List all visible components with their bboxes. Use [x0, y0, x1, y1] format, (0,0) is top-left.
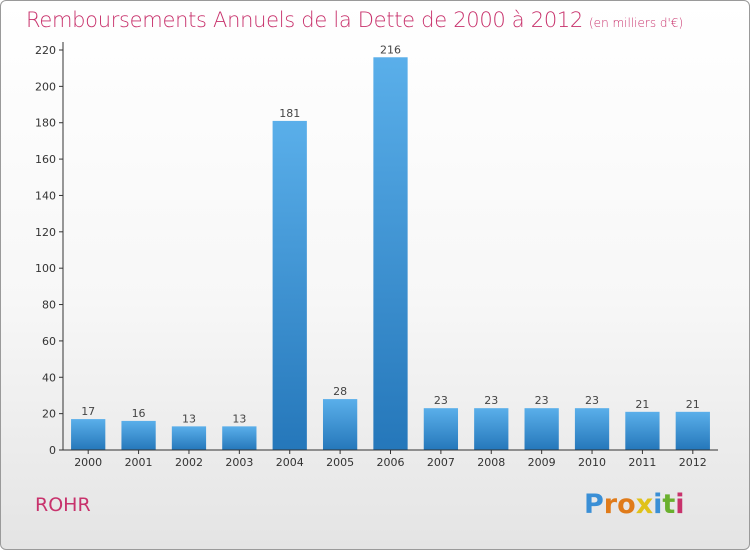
- y-tick-label: 200: [35, 80, 56, 93]
- logo-letter: i: [653, 489, 663, 520]
- x-tick-label-2006: 2006: [377, 456, 405, 469]
- x-tick-label-2009: 2009: [528, 456, 556, 469]
- bar-2005: [322, 399, 358, 450]
- logo-letter: r: [603, 489, 618, 520]
- data-label-2003: 13: [232, 412, 246, 425]
- logo-letter: o: [617, 489, 636, 520]
- x-axis: 2000 2001 2002 2003 2004 2005 2006 2007 2008 2009…: [63, 449, 718, 469]
- y-tick-label: 220: [35, 44, 56, 57]
- logo-letter: x: [635, 489, 654, 520]
- data-label-2010: 23: [585, 394, 599, 407]
- bar-2003: [222, 426, 257, 450]
- bar-2006: [373, 57, 408, 450]
- data-label-2005: 28: [333, 385, 347, 398]
- x-tick-label-2001: 2001: [125, 456, 153, 469]
- x-tick-label-2011: 2011: [628, 456, 656, 469]
- bar-2001: [121, 420, 156, 450]
- x-tick-label-2007: 2007: [427, 456, 455, 469]
- x-tick-label-2008: 2008: [477, 456, 505, 469]
- x-tick-label-2000: 2000: [74, 456, 102, 469]
- y-tick-label: 100: [35, 262, 56, 275]
- chart-title: Remboursements Annuels de la Dette de 20…: [26, 8, 683, 32]
- bar-2002: [171, 426, 207, 450]
- bar-2000: [71, 419, 106, 450]
- bars: 17 16 13 13 181 28 216 23 23 23 23 21 21: [71, 43, 710, 450]
- x-tick-label-2003: 2003: [225, 456, 253, 469]
- data-label-2000: 17: [81, 405, 95, 418]
- data-label-2002: 13: [182, 412, 196, 425]
- data-label-2001: 16: [132, 407, 146, 420]
- commune-name: ROHR: [35, 494, 91, 516]
- y-tick-label: 140: [35, 189, 56, 202]
- y-tick-label: 40: [42, 371, 56, 384]
- bar-2004: [272, 120, 307, 450]
- logo-letter: t: [662, 489, 676, 520]
- data-label-2006: 216: [380, 43, 401, 56]
- y-tick-label: 0: [49, 444, 56, 457]
- x-tick-label-2002: 2002: [175, 456, 203, 469]
- data-label-2012: 21: [686, 398, 700, 411]
- bar-2009: [524, 408, 559, 450]
- bar-2010: [574, 408, 610, 450]
- bar-2011: [625, 411, 660, 450]
- data-label-2011: 21: [635, 398, 649, 411]
- y-tick-label: 20: [42, 408, 56, 421]
- data-label-2004: 181: [279, 107, 300, 120]
- y-axis: 0 20 40 60 80 100 120 140 160 180 200 220: [35, 42, 64, 457]
- chart-title-text: Remboursements Annuels de la Dette de 20…: [26, 8, 583, 32]
- chart-subtitle: (en milliers d'€): [589, 16, 684, 30]
- x-tick-label-2004: 2004: [276, 456, 304, 469]
- x-tick-label-2005: 2005: [326, 456, 354, 469]
- bar-2012: [675, 411, 710, 450]
- bar-2007: [423, 408, 459, 450]
- data-label-2007: 23: [434, 394, 448, 407]
- x-tick-label-2012: 2012: [679, 456, 707, 469]
- y-tick-label: 80: [42, 299, 56, 312]
- y-tick-label: 180: [35, 117, 56, 130]
- data-label-2009: 23: [535, 394, 549, 407]
- proxiti-logo: Proxiti: [584, 489, 685, 520]
- y-tick-label: 60: [42, 335, 56, 348]
- x-tick-label-2010: 2010: [578, 456, 606, 469]
- logo-letter: P: [584, 489, 604, 520]
- bar-2008: [474, 408, 509, 450]
- logo-letter: i: [675, 489, 685, 520]
- data-label-2008: 23: [484, 394, 498, 407]
- y-tick-label: 160: [35, 153, 56, 166]
- y-tick-label: 120: [35, 226, 56, 239]
